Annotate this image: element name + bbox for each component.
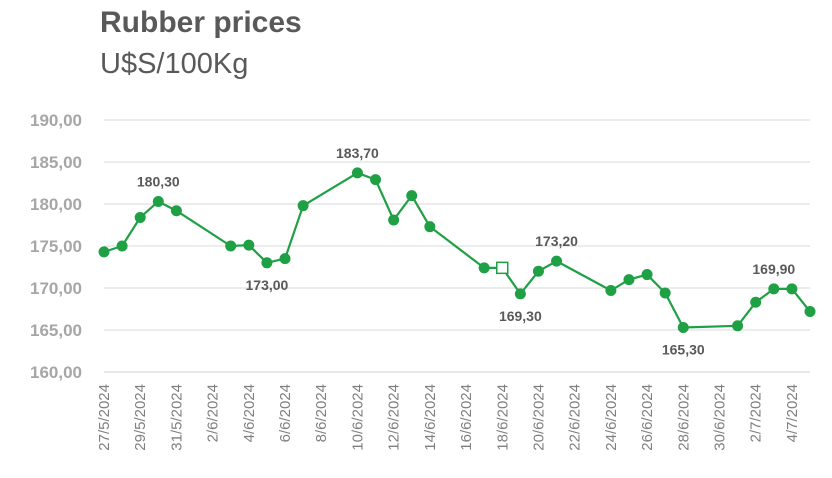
x-tick-label: 20/6/2024 bbox=[530, 384, 547, 451]
y-tick-label: 175,00 bbox=[30, 237, 82, 256]
x-tick-label: 26/6/2024 bbox=[639, 384, 656, 451]
data-point-marker bbox=[225, 240, 237, 252]
data-point-marker bbox=[351, 167, 363, 179]
y-tick-label: 185,00 bbox=[30, 153, 82, 172]
data-label: 183,70 bbox=[336, 145, 379, 161]
data-point-marker bbox=[406, 190, 418, 202]
x-tick-labels: 27/5/2024 29/5/2024 31/5/2024 2/6/2024 4/6/2… bbox=[96, 384, 801, 451]
x-tick-label: 12/6/2024 bbox=[386, 384, 403, 451]
y-tick-label: 165,00 bbox=[30, 321, 82, 340]
x-tick-label: 16/6/2024 bbox=[458, 384, 475, 451]
data-point-marker bbox=[750, 296, 762, 308]
data-point-marker bbox=[134, 211, 146, 223]
data-point-marker bbox=[243, 239, 255, 251]
data-point-marker bbox=[659, 287, 671, 299]
chart-subtitle: U$S/100Kg bbox=[100, 48, 249, 80]
x-tick-label: 29/5/2024 bbox=[132, 384, 149, 451]
data-label: 169,30 bbox=[499, 308, 542, 324]
x-tick-label: 10/6/2024 bbox=[349, 384, 366, 451]
x-tick-label: 28/6/2024 bbox=[675, 384, 692, 451]
data-point-marker bbox=[116, 240, 128, 252]
x-tick-label: 18/6/2024 bbox=[494, 384, 511, 451]
data-point-marker bbox=[677, 321, 689, 333]
y-tick-labels: 160,00 165,00 170,00 175,00 180,00 185,00 190,… bbox=[30, 111, 82, 382]
x-tick-label: 22/6/2024 bbox=[567, 384, 584, 451]
data-label: 180,30 bbox=[137, 173, 180, 189]
x-tick-label: 8/6/2024 bbox=[313, 384, 330, 442]
data-point-marker bbox=[605, 285, 617, 297]
data-point-marker bbox=[768, 283, 780, 295]
x-tick-label: 27/5/2024 bbox=[96, 384, 113, 451]
data-point-marker bbox=[388, 214, 400, 226]
y-tick-label: 160,00 bbox=[30, 363, 82, 382]
x-tick-label: 30/6/2024 bbox=[711, 384, 728, 451]
data-label: 165,30 bbox=[662, 341, 705, 357]
data-point-marker bbox=[170, 205, 182, 217]
data-label: 173,20 bbox=[535, 233, 578, 249]
data-point-marker bbox=[641, 269, 653, 281]
y-tick-label: 180,00 bbox=[30, 195, 82, 214]
data-point-marker bbox=[478, 262, 490, 274]
data-point-marker bbox=[514, 288, 526, 300]
x-tick-label: 4/6/2024 bbox=[241, 384, 258, 442]
x-tick-label: 31/5/2024 bbox=[168, 384, 185, 451]
y-tick-label: 190,00 bbox=[30, 111, 82, 130]
data-point-marker bbox=[152, 195, 164, 207]
data-point-marker bbox=[623, 274, 635, 286]
data-point-marker bbox=[786, 283, 798, 295]
data-label: 173,00 bbox=[246, 277, 289, 293]
x-tick-label: 6/6/2024 bbox=[277, 384, 294, 442]
x-tick-label: 2/6/2024 bbox=[205, 384, 222, 442]
data-point-marker bbox=[370, 174, 382, 186]
gridlines bbox=[104, 119, 810, 331]
x-tick-label: 4/7/2024 bbox=[784, 384, 801, 442]
data-point-marker bbox=[551, 255, 563, 267]
data-point-marker bbox=[804, 306, 816, 318]
data-point-marker bbox=[98, 246, 110, 258]
data-point-marker bbox=[732, 320, 744, 332]
x-tick-label: 24/6/2024 bbox=[603, 384, 620, 451]
data-point-marker bbox=[496, 261, 509, 275]
data-point-marker bbox=[261, 257, 273, 269]
y-tick-label: 170,00 bbox=[30, 279, 82, 298]
chart-title: Rubber prices bbox=[100, 6, 302, 39]
series-line-group bbox=[103, 171, 811, 329]
series-line bbox=[103, 171, 811, 329]
x-tick-label: 2/7/2024 bbox=[748, 384, 765, 442]
data-point-marker bbox=[297, 200, 309, 212]
data-point-marker bbox=[532, 265, 544, 277]
data-point-marker bbox=[424, 221, 436, 233]
x-tick-label: 14/6/2024 bbox=[422, 384, 439, 451]
data-label: 169,90 bbox=[752, 261, 795, 277]
data-points bbox=[98, 167, 816, 333]
data-labels: 180,30 173,00 183,70 169,30 173,20 165,30 169,… bbox=[137, 145, 796, 358]
data-point-marker bbox=[279, 253, 291, 265]
